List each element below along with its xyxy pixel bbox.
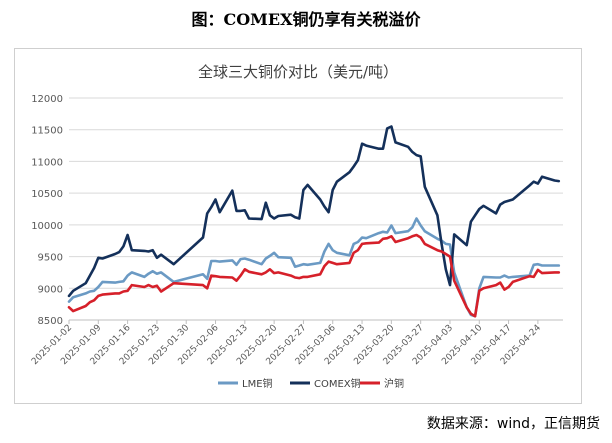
y-tick-label: 11500 [31,126,63,137]
y-tick-label: 11000 [31,157,63,168]
x-axis-ticks: 2025-01-022025-01-092025-01-162025-01-23… [30,320,543,367]
y-axis-ticks: 8500 9000 9500 10000 10500 11000 11500 12000 [31,94,63,327]
line-chart: 全球三大铜价对比（美元/吨） 8500 9000 9500 10000 10500 110… [30,63,563,390]
series-line-1 [67,125,561,298]
legend-label-1: COMEX铜 [314,378,361,390]
series-line-0 [67,217,561,318]
legend: LME铜 COMEX铜 沪铜 [218,377,404,390]
legend-label-0: LME铜 [242,378,273,390]
legend-label-2: 沪铜 [384,377,404,390]
series-line-2 [67,233,561,318]
series-lines [67,125,561,318]
y-tick-label: 10000 [31,221,63,232]
y-tick-label: 10500 [31,189,63,200]
chart-title: 全球三大铜价对比（美元/吨） [198,63,398,81]
y-tick-label: 8500 [38,316,63,327]
y-tick-label: 12000 [31,94,63,105]
chart-frame: 全球三大铜价对比（美元/吨） 8500 9000 9500 10000 10500 110… [14,48,582,404]
figure-caption: 图：COMEX铜仍享有关税溢价 [191,10,421,29]
y-tick-label: 9500 [38,253,63,264]
source-note: 数据来源：wind，正信期货 [426,416,600,432]
y-tick-label: 9000 [38,284,63,295]
